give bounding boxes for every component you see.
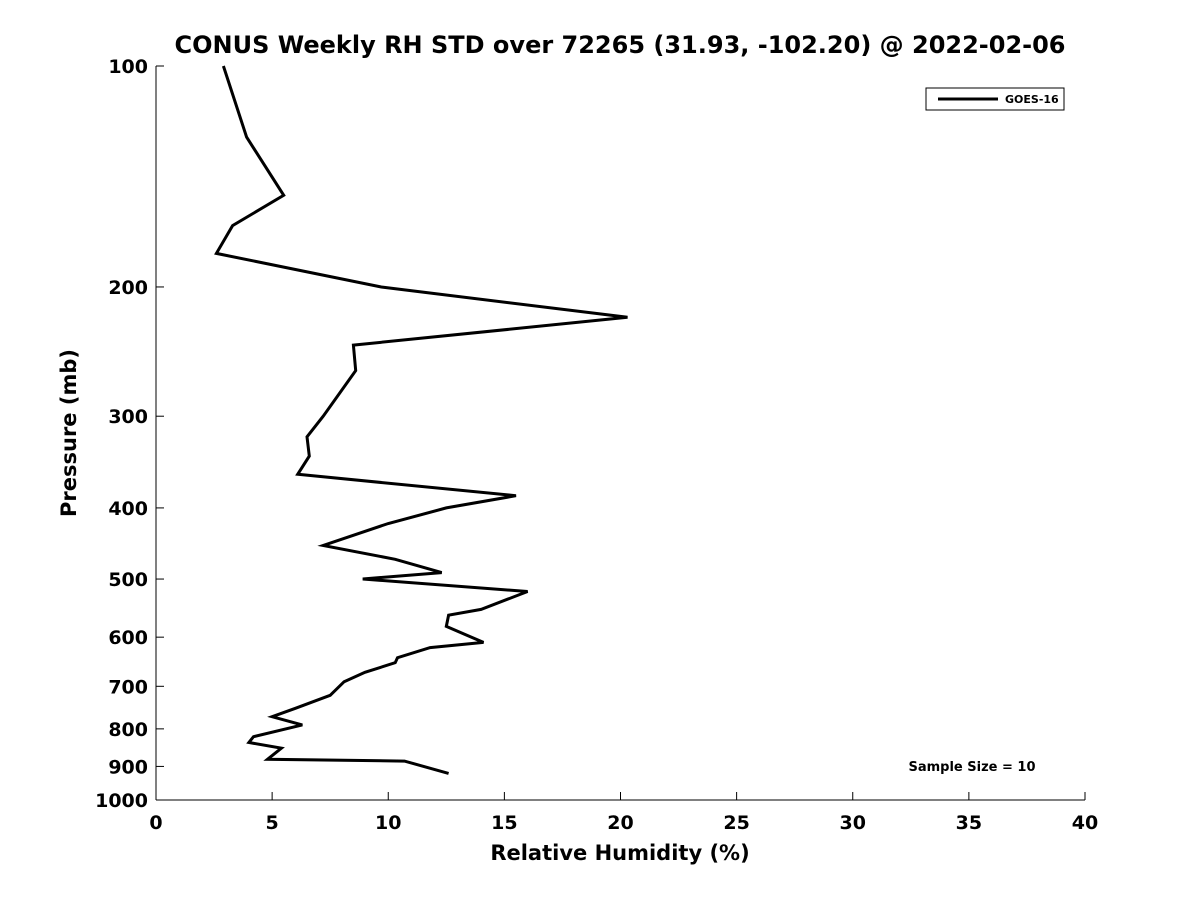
y-tick-label: 100 [108, 56, 148, 78]
y-tick-label: 300 [108, 406, 148, 428]
x-tick-label: 20 [607, 812, 633, 834]
x-tick-label: 30 [840, 812, 866, 834]
y-tick-label: 600 [108, 627, 148, 649]
x-tick-label: 35 [956, 812, 982, 834]
legend: GOES-16 [925, 87, 1065, 111]
series-line-goes-16 [214, 65, 628, 775]
x-axis-label: Relative Humidity (%) [490, 841, 749, 865]
x-tick-label: 40 [1072, 812, 1098, 834]
chart-title: CONUS Weekly RH STD over 72265 (31.93, -… [174, 31, 1065, 59]
y-tick-label: 400 [108, 498, 148, 520]
x-tick-label: 10 [375, 812, 401, 834]
y-tick-label: 700 [108, 676, 148, 698]
y-tick-label: 200 [108, 277, 148, 299]
sample-size-annotation: Sample Size = 10 [908, 760, 1035, 775]
axes [155, 66, 1085, 801]
legend-label-goes-16: GOES-16 [1005, 93, 1059, 106]
y-tick-label: 800 [108, 719, 148, 741]
x-ticks: 0 5 10 15 20 25 30 35 40 [149, 792, 1098, 834]
y-tick-label: 900 [108, 756, 148, 778]
x-tick-label: 0 [149, 812, 162, 834]
x-tick-label: 5 [266, 812, 279, 834]
y-ticks: 100 200 300 400 500 600 700 800 900 1000 [95, 56, 164, 812]
y-axis-label: Pressure (mb) [57, 349, 81, 517]
y-tick-label: 1000 [95, 790, 148, 812]
x-tick-label: 25 [723, 812, 749, 834]
series-layer [214, 65, 628, 775]
y-tick-label: 500 [108, 569, 148, 591]
x-tick-label: 15 [491, 812, 517, 834]
